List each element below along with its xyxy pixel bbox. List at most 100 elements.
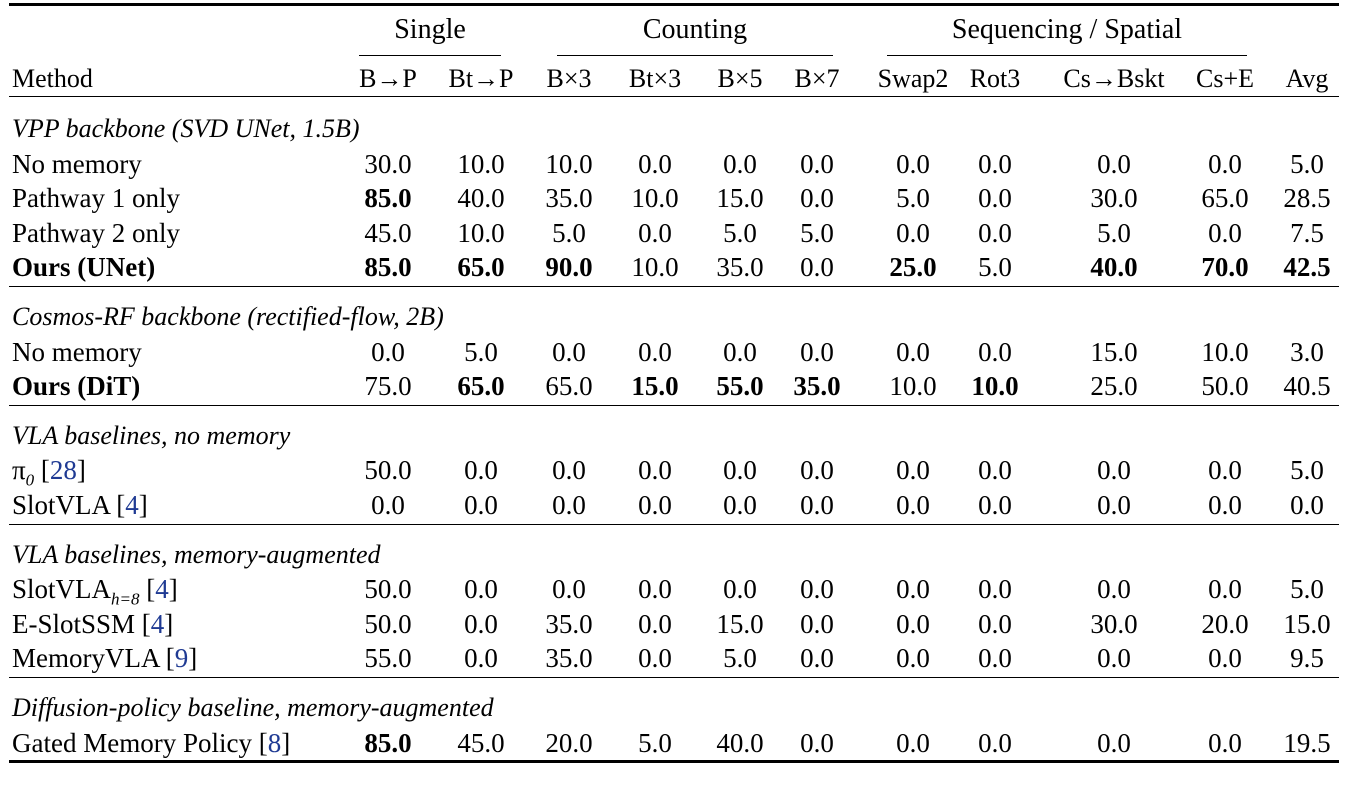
method-subscript: 0 <box>25 470 35 490</box>
method-label: MemoryVLA <box>12 643 159 674</box>
table-cell: 10.0 <box>889 371 937 402</box>
table-cell: 0.0 <box>552 455 586 486</box>
table-cell: 5.0 <box>464 336 498 367</box>
table-cell: 0.0 <box>1208 455 1242 486</box>
table-cell: 85.0 <box>364 183 412 214</box>
method-name: SlotVLAh=8 [4] <box>12 574 178 609</box>
method-label: SlotVLA <box>12 490 110 520</box>
method-label: Pathway 1 only <box>12 183 180 214</box>
table-cell: 0.0 <box>1097 455 1131 486</box>
table-cell: 65.0 <box>457 252 505 283</box>
group-underline <box>557 55 833 57</box>
section-title: Diffusion-policy baseline, memory-augmen… <box>12 693 494 722</box>
table-rule <box>9 677 1339 679</box>
table-cell: 9.5 <box>1290 643 1324 674</box>
table-cell: 0.0 <box>1208 727 1242 758</box>
table-cell: 0.0 <box>978 643 1012 674</box>
table-cell: 30.0 <box>1090 608 1138 639</box>
table-cell: 0.0 <box>1290 490 1324 520</box>
table-cell: 35.0 <box>545 643 593 674</box>
table-cell: 0.0 <box>896 490 930 520</box>
column-header: B×5 <box>717 64 763 93</box>
citation-link[interactable]: 4 <box>155 574 169 605</box>
table-cell: 25.0 <box>889 252 937 283</box>
table-cell: 5.0 <box>1097 217 1131 248</box>
table-cell: 0.0 <box>896 336 930 367</box>
table-cell: 0.0 <box>464 643 498 674</box>
table-cell: 0.0 <box>896 643 930 674</box>
table-cell: 0.0 <box>552 574 586 605</box>
method-label: SlotVLA <box>12 574 112 605</box>
table-cell: 0.0 <box>1097 490 1131 520</box>
table-cell: 0.0 <box>1208 217 1242 248</box>
column-header: Rot3 <box>969 64 1021 93</box>
table-cell: 28.5 <box>1283 183 1331 214</box>
method-label: Pathway 2 only <box>12 217 180 248</box>
table-cell: 0.0 <box>896 727 930 758</box>
table-cell: 0.0 <box>552 336 586 367</box>
table-cell: 0.0 <box>978 183 1012 214</box>
table-cell: 25.0 <box>1090 371 1138 402</box>
table-rule <box>9 523 1339 525</box>
table-cell: 30.0 <box>1090 183 1138 214</box>
column-header: Avg <box>1285 64 1329 93</box>
table-cell: 0.0 <box>800 183 834 214</box>
column-header: Bt×3 <box>628 64 682 93</box>
citation-link[interactable]: 4 <box>150 608 165 639</box>
method-name: Pathway 2 only <box>12 218 180 248</box>
table-rule <box>9 404 1339 407</box>
table-cell: 0.0 <box>638 148 672 179</box>
method-name: Gated Memory Policy [8] <box>12 727 291 758</box>
table-cell: 0.0 <box>978 490 1012 520</box>
column-header: B×7 <box>794 64 840 93</box>
method-name: Ours (DiT) <box>12 371 140 401</box>
table-cell: 0.0 <box>638 574 672 605</box>
table-cell: 0.0 <box>896 217 930 248</box>
method-name: E-SlotSSM [4] <box>12 608 174 639</box>
method-label: Ours (UNet) <box>12 252 156 283</box>
table-cell: 0.0 <box>896 455 930 486</box>
table-cell: 10.0 <box>457 217 505 248</box>
table-cell: 35.0 <box>716 252 764 283</box>
table-cell: 40.0 <box>1090 252 1138 283</box>
citation-link[interactable]: 28 <box>49 455 77 486</box>
table-cell: 10.0 <box>1201 336 1249 367</box>
table-cell: 0.0 <box>800 574 834 605</box>
table-cell: 0.0 <box>464 574 498 605</box>
table-cell: 5.0 <box>1290 455 1324 486</box>
table-cell: 40.0 <box>716 727 764 758</box>
table-cell: 85.0 <box>364 727 412 758</box>
citation-link[interactable]: 4 <box>125 490 139 520</box>
table-cell: 0.0 <box>638 455 672 486</box>
table-cell: 0.0 <box>1208 574 1242 605</box>
table-cell: 0.0 <box>800 643 834 674</box>
table-cell: 0.0 <box>1097 574 1131 605</box>
table-cell: 85.0 <box>364 252 412 283</box>
citation-link[interactable]: 8 <box>267 727 282 758</box>
table-cell: 15.0 <box>1090 336 1138 367</box>
table-cell: 19.5 <box>1283 727 1331 758</box>
table-cell: 20.0 <box>1201 608 1249 639</box>
table-cell: 5.0 <box>723 217 757 248</box>
method-subscript: h=8 <box>111 589 140 609</box>
table-cell: 0.0 <box>1208 490 1242 520</box>
group-header: Single <box>394 14 466 45</box>
table-cell: 0.0 <box>638 643 672 674</box>
table-cell: 0.0 <box>1097 148 1131 179</box>
table-cell: 45.0 <box>457 727 505 758</box>
table-cell: 0.0 <box>552 490 586 520</box>
citation-link[interactable]: 9 <box>174 643 189 674</box>
table-rule <box>9 760 1339 763</box>
method-name: π0 [28] <box>12 455 86 490</box>
table-cell: 65.0 <box>457 371 505 402</box>
column-header: Cs+E <box>1195 64 1254 93</box>
table-cell: 50.0 <box>364 455 412 486</box>
table-cell: 0.0 <box>896 148 930 179</box>
group-header: Counting <box>642 14 748 45</box>
table-cell: 5.0 <box>978 252 1012 283</box>
table-cell: 5.0 <box>1290 574 1324 605</box>
method-label: E-SlotSSM <box>12 608 136 639</box>
section-title: VLA baselines, no memory <box>12 420 291 450</box>
table-cell: 0.0 <box>464 608 498 639</box>
table-cell: 30.0 <box>364 148 412 179</box>
